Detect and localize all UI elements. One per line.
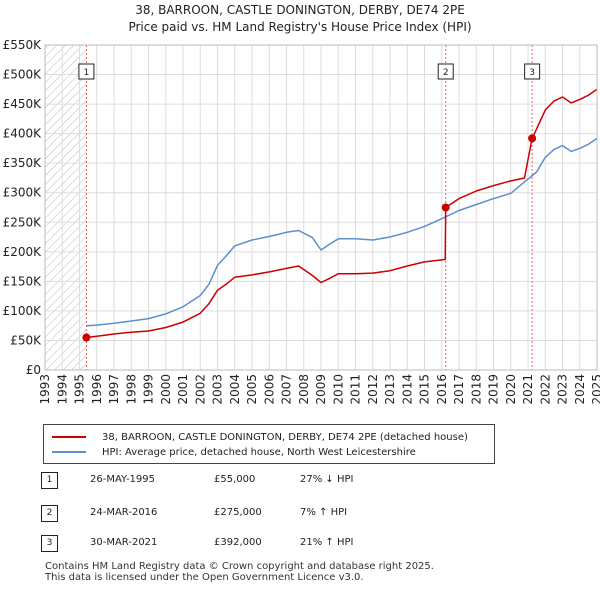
x-tick-label: 2022 bbox=[538, 374, 552, 405]
x-tick-label: 1996 bbox=[90, 374, 104, 405]
y-axis-ticks: £0 £50K £100K £150K £200K £250K £300K £350K £400… bbox=[3, 38, 43, 377]
legend-property: 38, BARROON, CASTLE DONINGTON, DERBY, DE… bbox=[52, 430, 468, 444]
sale-price: £392,000 bbox=[214, 537, 262, 548]
y-tick-label: £550K bbox=[3, 38, 43, 52]
y-tick-label: £100K bbox=[3, 304, 43, 318]
y-tick-label: £0 bbox=[26, 363, 41, 377]
sale-price: £275,000 bbox=[214, 507, 262, 518]
x-tick-label: 1994 bbox=[55, 374, 69, 405]
x-tick-label: 2017 bbox=[452, 374, 466, 405]
legend: 38, BARROON, CASTLE DONINGTON, DERBY, DE… bbox=[43, 424, 495, 464]
x-tick-label: 2000 bbox=[159, 374, 173, 405]
sale-number-badge: 3 bbox=[41, 535, 58, 552]
legend-hpi: HPI: Average price, detached house, Nort… bbox=[52, 445, 416, 459]
legend-property-swatch bbox=[52, 436, 86, 438]
sale-date: 24-MAR-2016 bbox=[90, 507, 158, 518]
sale-number-badge: 1 bbox=[41, 472, 58, 489]
x-tick-label: 2004 bbox=[228, 374, 242, 405]
x-tick-label: 1999 bbox=[142, 374, 156, 405]
sale-annotation-box bbox=[437, 63, 454, 80]
sale-points bbox=[82, 134, 537, 342]
sale-date: 26-MAY-1995 bbox=[90, 474, 156, 485]
x-tick-label: 2019 bbox=[487, 374, 501, 405]
gridlines bbox=[44, 44, 598, 371]
property-series-line bbox=[86, 88, 598, 339]
series-lines bbox=[86, 88, 598, 339]
x-tick-label: 2012 bbox=[366, 374, 380, 405]
sale-hpi-change: 27% ↓ HPI bbox=[300, 474, 354, 485]
sale-point bbox=[82, 333, 91, 342]
x-tick-label: 2009 bbox=[314, 374, 328, 405]
sale-annotation-label: 2 bbox=[443, 68, 449, 78]
x-tick-label: 2007 bbox=[280, 374, 294, 405]
x-axis-ticks: 1993 1994 1995 1996 1997 1998 1999 2000 2001 2002… bbox=[38, 374, 600, 405]
x-tick-label: 2020 bbox=[504, 374, 518, 405]
y-tick-label: £450K bbox=[3, 97, 43, 111]
sale-hpi-change: 21% ↑ HPI bbox=[300, 537, 354, 548]
x-tick-label: 2016 bbox=[435, 374, 449, 405]
sale-number-badge: 2 bbox=[41, 505, 58, 522]
legend-property-label: 38, BARROON, CASTLE DONINGTON, DERBY, DE… bbox=[102, 431, 468, 443]
x-tick-label: 2025 bbox=[590, 374, 600, 405]
x-tick-label: 2015 bbox=[418, 374, 432, 405]
sale-price: £55,000 bbox=[214, 474, 256, 485]
sale-annotation-label: 3 bbox=[529, 68, 535, 78]
x-tick-label: 2021 bbox=[521, 374, 535, 405]
footer: Contains HM Land Registry data © Crown c… bbox=[45, 561, 434, 583]
x-tick-label: 2006 bbox=[262, 374, 276, 405]
price-chart: 38, BARROON, CASTLE DONINGTON, DERBY, DE… bbox=[3, 3, 600, 405]
x-tick-label: 2005 bbox=[245, 374, 259, 405]
x-tick-label: 2003 bbox=[211, 374, 225, 405]
plot-border bbox=[44, 44, 598, 371]
sale-row: 2 24-MAR-2016 £275,000 7% ↑ HPI bbox=[0, 505, 600, 525]
pre-data-hatch bbox=[45, 45, 87, 370]
x-tick-label: 2002 bbox=[193, 374, 207, 405]
footer-copyright: Contains HM Land Registry data © Crown c… bbox=[45, 561, 434, 572]
x-tick-label: 2008 bbox=[297, 374, 311, 405]
y-tick-label: £50K bbox=[10, 333, 42, 347]
y-tick-label: £250K bbox=[3, 215, 43, 229]
legend-hpi-swatch bbox=[52, 451, 86, 453]
y-tick-label: £150K bbox=[3, 274, 43, 288]
sale-row: 1 26-MAY-1995 £55,000 27% ↓ HPI bbox=[0, 472, 600, 492]
sale-point bbox=[528, 134, 537, 143]
chart-subtitle: Price paid vs. HM Land Registry's House … bbox=[128, 20, 471, 34]
x-tick-label: 1998 bbox=[124, 374, 138, 405]
sale-annotation-box bbox=[524, 63, 541, 80]
hpi-series-line bbox=[86, 137, 598, 327]
x-tick-label: 2023 bbox=[556, 374, 570, 405]
x-tick-label: 2024 bbox=[573, 374, 587, 405]
footer-license: This data is licensed under the Open Gov… bbox=[45, 572, 364, 583]
sale-point bbox=[441, 203, 450, 212]
x-tick-label: 1997 bbox=[107, 374, 121, 405]
y-tick-label: £500K bbox=[3, 68, 43, 82]
y-tick-label: £350K bbox=[3, 156, 43, 170]
x-tick-label: 2018 bbox=[469, 374, 483, 405]
x-tick-label: 2014 bbox=[400, 374, 414, 405]
x-tick-label: 2010 bbox=[331, 374, 345, 405]
y-tick-label: £200K bbox=[3, 245, 43, 259]
x-tick-label: 2001 bbox=[176, 374, 190, 405]
sale-annotations: 1 2 3 bbox=[78, 63, 541, 80]
y-tick-label: £400K bbox=[3, 127, 43, 141]
sale-row: 3 30-MAR-2021 £392,000 21% ↑ HPI bbox=[0, 535, 600, 555]
y-tick-label: £300K bbox=[3, 186, 43, 200]
legend-hpi-label: HPI: Average price, detached house, Nort… bbox=[102, 446, 416, 458]
sale-annotation-box bbox=[78, 63, 95, 80]
sale-date: 30-MAR-2021 bbox=[90, 537, 158, 548]
sale-annotation-label: 1 bbox=[84, 68, 90, 78]
chart-title: 38, BARROON, CASTLE DONINGTON, DERBY, DE… bbox=[135, 3, 465, 17]
x-tick-label: 1995 bbox=[73, 374, 87, 405]
sale-hpi-change: 7% ↑ HPI bbox=[300, 507, 348, 518]
x-tick-label: 1993 bbox=[38, 374, 52, 405]
x-tick-label: 2013 bbox=[383, 374, 397, 405]
x-tick-label: 2011 bbox=[349, 374, 363, 405]
